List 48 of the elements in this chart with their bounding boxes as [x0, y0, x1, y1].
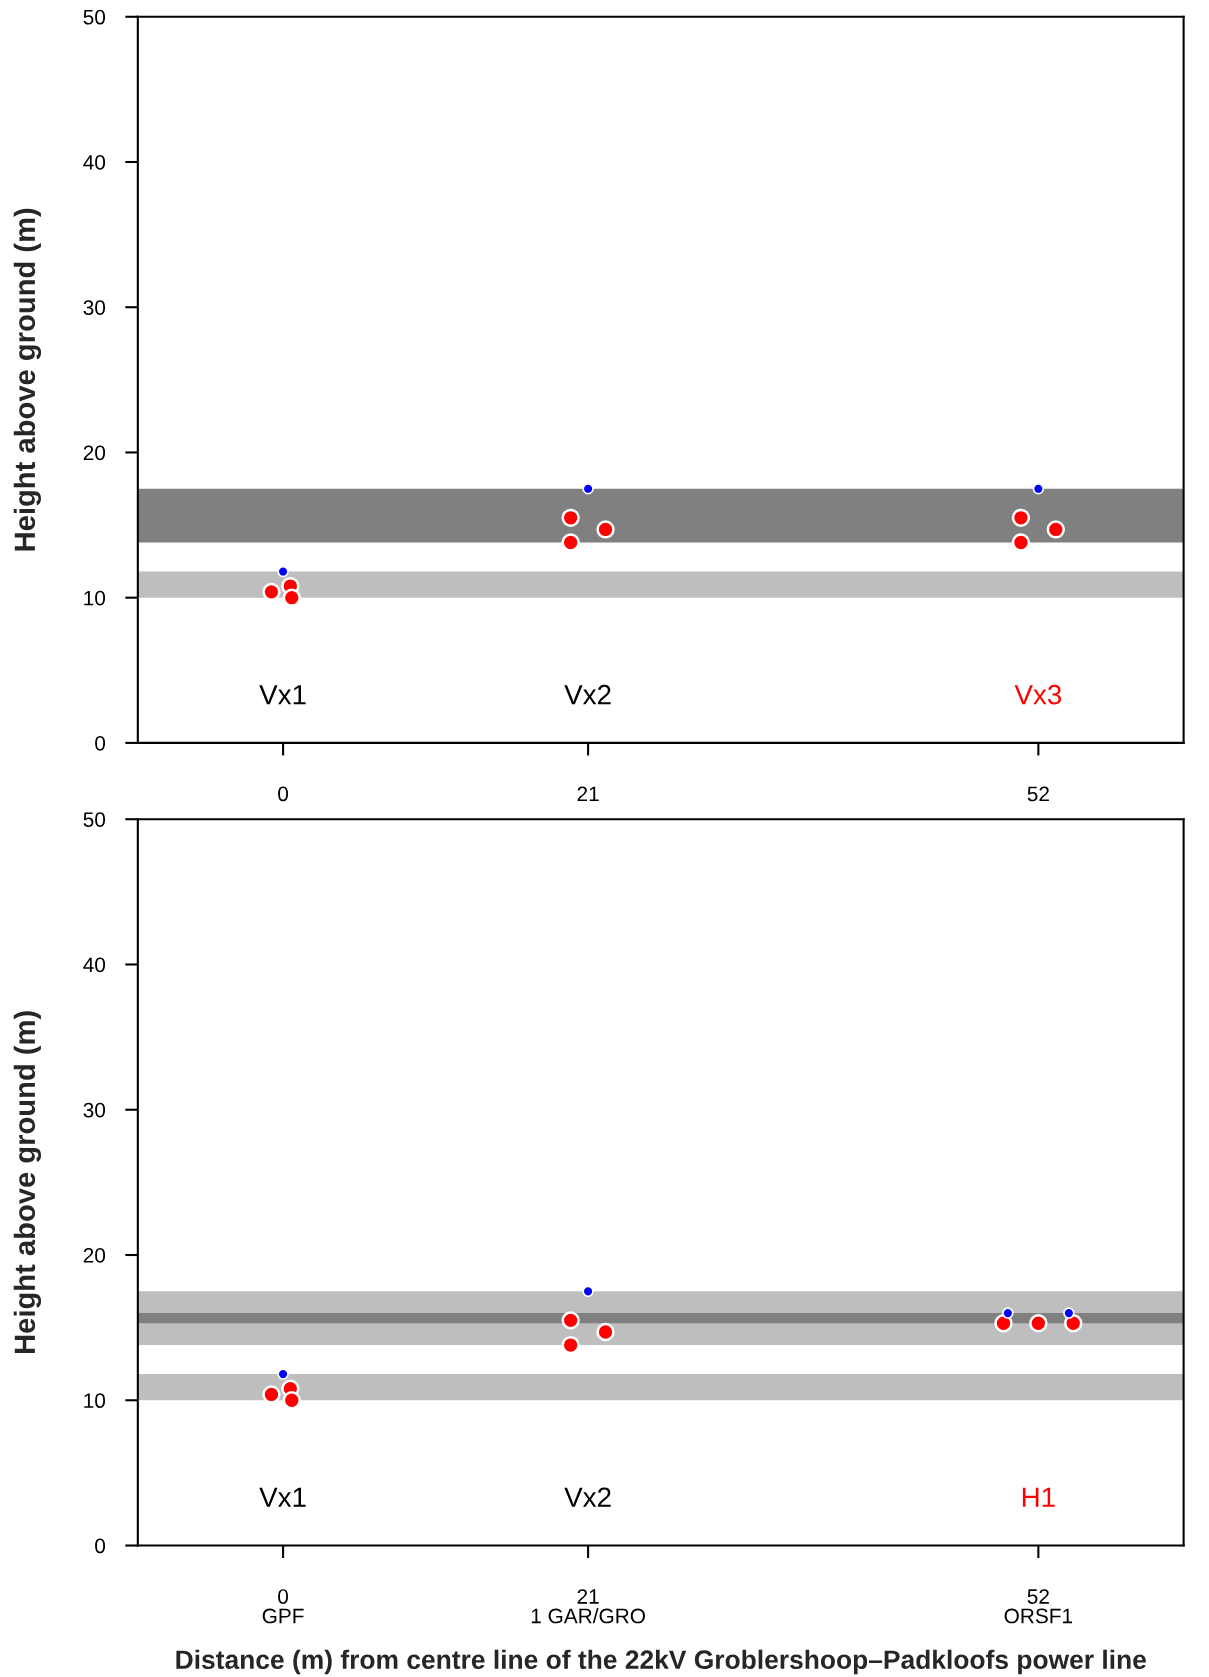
- y-tick-label: 40: [83, 957, 106, 973]
- y-axis-title: Height above ground (m): [13, 208, 42, 551]
- y-tick-label: 10: [84, 1393, 106, 1409]
- point: [596, 1322, 615, 1342]
- point: [282, 588, 301, 607]
- annotation: Vx3: [1014, 684, 1062, 705]
- x-tick-label: 52: [1027, 786, 1049, 802]
- x-tick-label: 0: [278, 786, 289, 802]
- point: [582, 483, 594, 495]
- point: [561, 1335, 580, 1355]
- point: [561, 1311, 580, 1330]
- y-tick-label: 20: [83, 445, 106, 461]
- x-tick-label: 52: [1027, 1589, 1049, 1604]
- y-tick-label: 0: [95, 1538, 106, 1554]
- point: [596, 520, 615, 539]
- annotation: Vx2: [564, 684, 611, 705]
- y-tick-label: 30: [83, 300, 106, 315]
- point: [994, 1314, 1013, 1333]
- point: [262, 582, 281, 602]
- text: 1 GAR/GRO: [531, 1608, 645, 1624]
- x-axis-title: Distance (m) from centre line of the 22kV Groblershoop–Padkloofs power line: [176, 1649, 1146, 1675]
- text: ORSF1: [1004, 1608, 1073, 1624]
- point: [1011, 508, 1031, 527]
- point: [1064, 1314, 1083, 1333]
- y-tick-label: 40: [83, 155, 106, 170]
- x-tick-label: 0: [278, 1589, 289, 1604]
- point: [1046, 520, 1065, 539]
- x-tick-label: 21: [577, 786, 599, 802]
- point: [561, 508, 580, 527]
- y-tick-label: 10: [84, 590, 106, 606]
- y-tick-label: 50: [83, 812, 106, 827]
- point: [1002, 1307, 1014, 1319]
- point: [1063, 1307, 1075, 1319]
- y-axis-title: Height above ground (m): [13, 1011, 42, 1353]
- y-tick-label: 50: [83, 9, 106, 25]
- x-tick-label: 21: [577, 1589, 599, 1604]
- point: [1029, 1314, 1048, 1333]
- point: [1011, 533, 1031, 552]
- point: [561, 533, 580, 552]
- annotation: H1: [1022, 1487, 1055, 1507]
- y-tick-label: 0: [95, 735, 106, 751]
- point: [1032, 483, 1045, 495]
- y-tick-label: 30: [83, 1102, 106, 1118]
- annotation: Vx2: [564, 1487, 611, 1507]
- y-tick-label: 20: [83, 1248, 106, 1263]
- annotation: Vx1: [259, 685, 306, 705]
- text: GPF: [262, 1608, 304, 1624]
- annotation: Vx1: [259, 1487, 306, 1507]
